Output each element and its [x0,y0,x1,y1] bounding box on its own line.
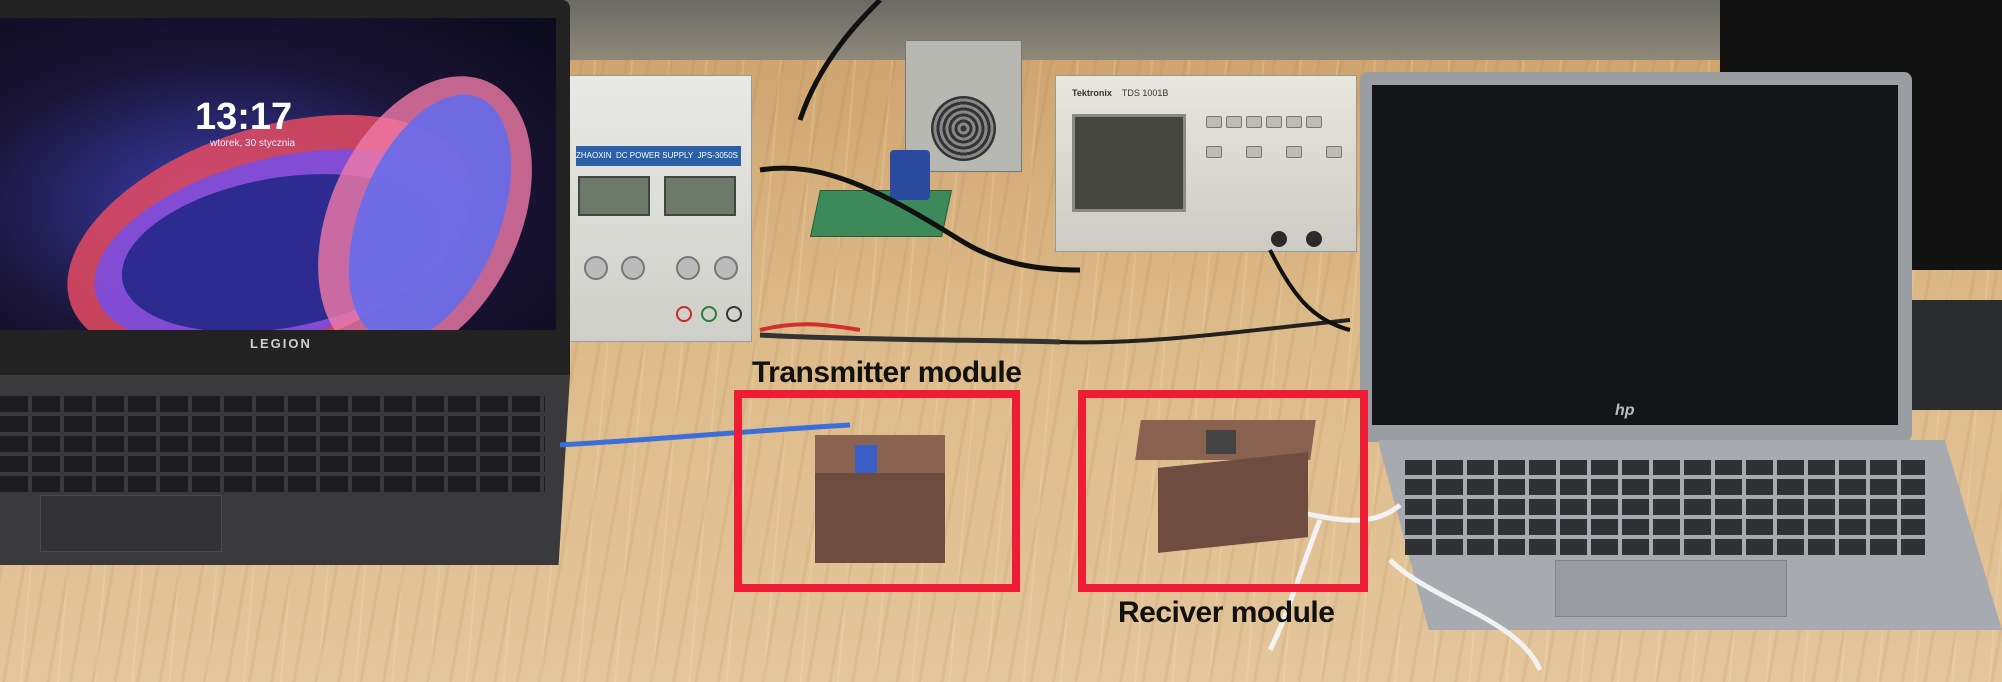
box-front-face [815,473,945,563]
red-lead [759,322,861,332]
db-connector [890,150,930,200]
scope-button [1206,146,1222,158]
receiver-module-box [1135,420,1316,553]
usb-cable-transmitter [559,422,851,448]
receiver-caption: Reciver module [1118,596,1335,629]
scope-button [1266,116,1282,128]
transmitter-module-box [815,435,945,563]
scope-button [1206,116,1222,128]
scope-probe-connector [1306,231,1322,247]
probe-cable-2 [1059,318,1351,345]
transmitter-caption: Transmitter module [752,356,1022,389]
power-supply-type: DC POWER SUPPLY [616,151,694,160]
current-fine-knob [621,256,645,280]
scope-button [1286,146,1302,158]
oscilloscope-brand: Tektronix [1072,88,1112,98]
box-top-rim [815,435,945,473]
fan-unit [905,40,1022,172]
lock-screen-date: wtorek, 30 stycznia [210,138,296,149]
power-cable [797,0,882,121]
receiver-highlight-frame [1078,390,1368,592]
usb-cable-tail [1388,558,1543,671]
transmitter-highlight-frame [734,390,1020,592]
transmitter-board [855,445,877,475]
scope-button [1226,116,1242,128]
black-cable [759,165,1081,273]
probe-cable [759,332,1061,345]
voltage-knob [676,256,700,280]
dc-power-supply: ZHAOXIN DC POWER SUPPLY JPS-3050S [565,75,752,342]
scope-button [1326,146,1342,158]
oscilloscope-model: TDS 1001B [1121,88,1169,98]
fan-grille-icon [931,96,996,161]
scope-lead [1268,249,1351,332]
scope-button [1246,116,1262,128]
scope-button [1286,116,1302,128]
power-supply-header: ZHAOXIN DC POWER SUPPLY JPS-3050S [576,146,741,166]
receiver-board [1206,430,1236,454]
right-laptop-touchpad [1555,560,1787,617]
scope-button [1306,116,1322,128]
left-laptop-keyboard [0,392,545,492]
negative-jack [726,306,742,322]
ground-jack [701,306,717,322]
scope-probe-connector [1271,231,1287,247]
power-supply-display-left [578,176,650,216]
voltage-fine-knob [714,256,738,280]
current-knob [584,256,608,280]
right-laptop-keyboard [1405,460,1925,555]
left-laptop-screen: 13:17 wtorek, 30 stycznia [0,18,556,330]
oscilloscope: Tektronix TDS 1001B [1055,75,1357,252]
positive-jack [676,306,692,322]
lock-screen-time: 13:17 [195,96,293,138]
scope-button [1246,146,1262,158]
right-laptop-screen [1372,85,1898,425]
left-laptop-touchpad [40,495,222,552]
power-supply-model: JPS-3050S [697,151,738,160]
power-supply-brand: ZHAOXIN [576,151,612,160]
hp-logo: hp [1615,402,1635,419]
oscilloscope-label: Tektronix TDS 1001B [1072,88,1168,98]
oscilloscope-screen [1072,114,1186,212]
power-supply-display-right [664,176,736,216]
legion-logo: LEGION [250,336,312,351]
